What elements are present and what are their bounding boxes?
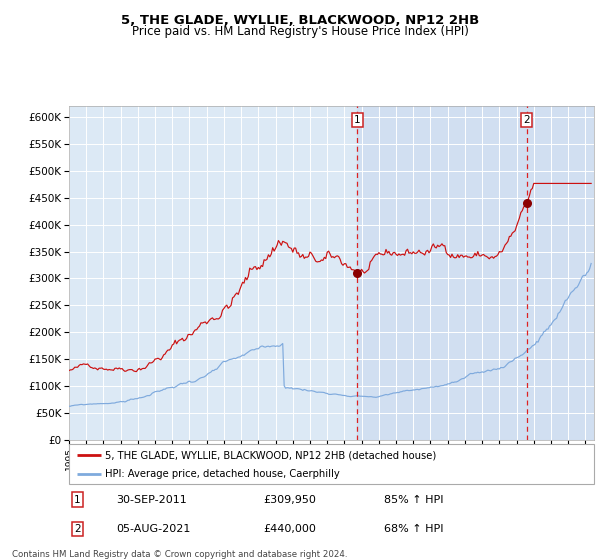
Text: 1: 1 <box>354 115 361 125</box>
Text: 2: 2 <box>523 115 530 125</box>
Text: £309,950: £309,950 <box>263 494 316 505</box>
Text: Contains HM Land Registry data © Crown copyright and database right 2024.
This d: Contains HM Land Registry data © Crown c… <box>12 550 347 560</box>
FancyBboxPatch shape <box>69 444 594 484</box>
Text: 30-SEP-2011: 30-SEP-2011 <box>116 494 187 505</box>
Text: £440,000: £440,000 <box>263 524 316 534</box>
Text: 05-AUG-2021: 05-AUG-2021 <box>116 524 191 534</box>
Text: 68% ↑ HPI: 68% ↑ HPI <box>384 524 443 534</box>
Text: HPI: Average price, detached house, Caerphilly: HPI: Average price, detached house, Caer… <box>105 469 340 479</box>
Text: 1: 1 <box>74 494 81 505</box>
Text: 2: 2 <box>74 524 81 534</box>
Text: 5, THE GLADE, WYLLIE, BLACKWOOD, NP12 2HB (detached house): 5, THE GLADE, WYLLIE, BLACKWOOD, NP12 2H… <box>105 450 436 460</box>
Bar <box>358 106 594 440</box>
Text: 85% ↑ HPI: 85% ↑ HPI <box>384 494 443 505</box>
Text: 5, THE GLADE, WYLLIE, BLACKWOOD, NP12 2HB: 5, THE GLADE, WYLLIE, BLACKWOOD, NP12 2H… <box>121 14 479 27</box>
Text: Price paid vs. HM Land Registry's House Price Index (HPI): Price paid vs. HM Land Registry's House … <box>131 25 469 38</box>
